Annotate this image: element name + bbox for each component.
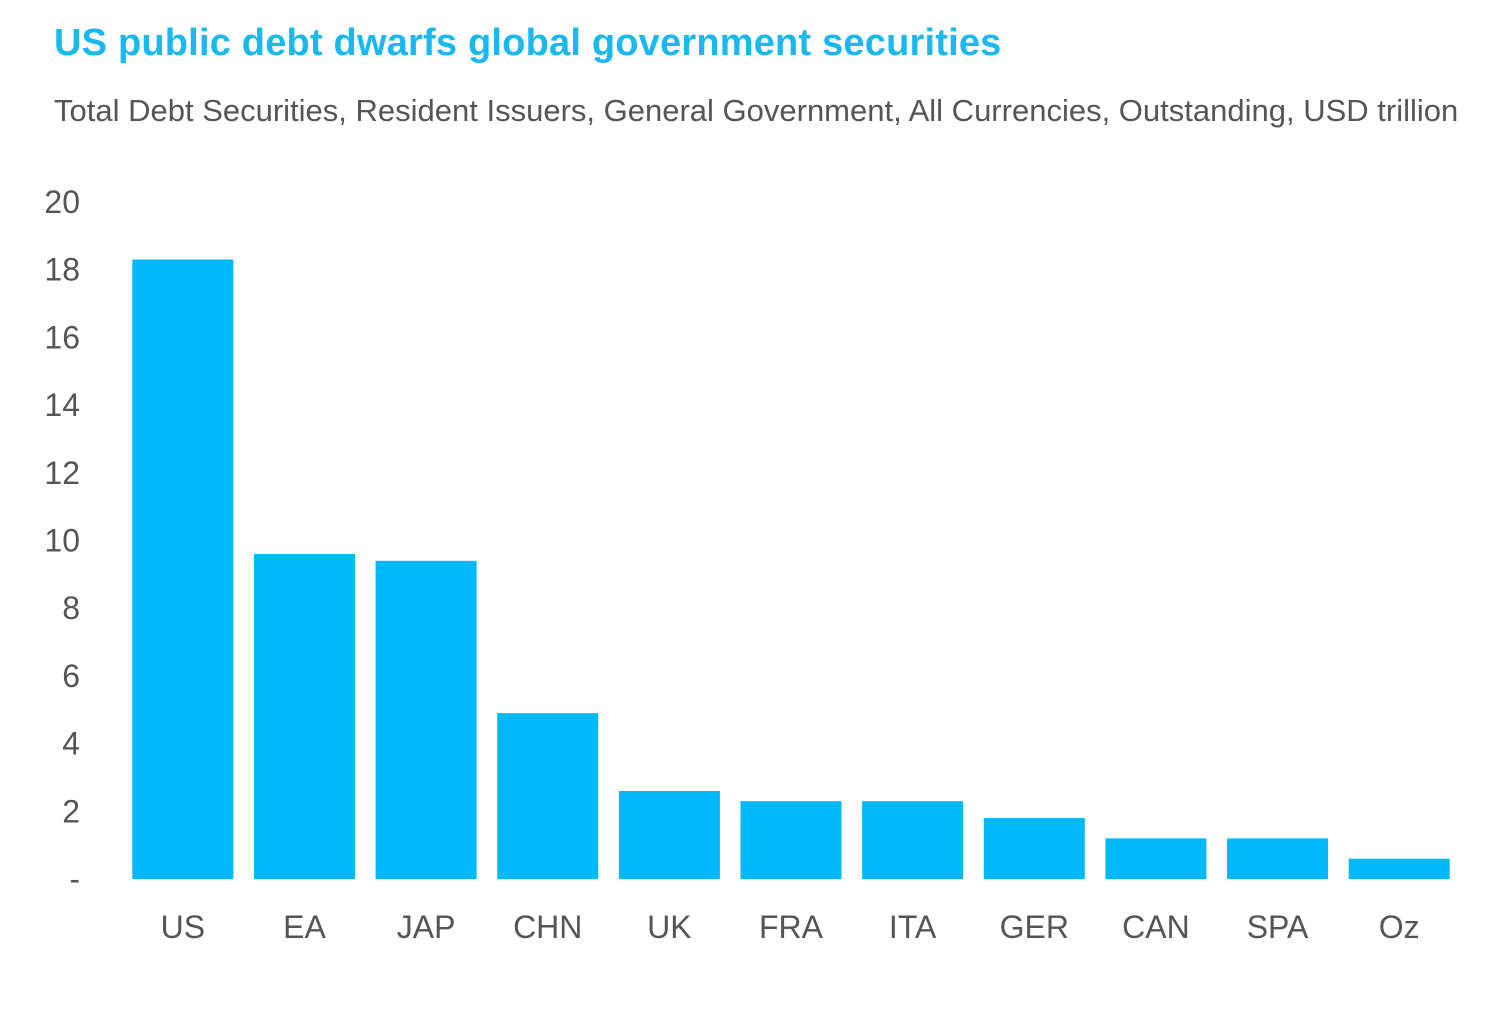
- y-axis: - 2 4 6 8 10 12 14 16 18 20: [44, 184, 80, 897]
- x-tick-label: JAP: [397, 909, 456, 945]
- y-tick-label: 10: [44, 523, 80, 559]
- x-tick-label: CHN: [513, 909, 582, 945]
- x-tick-label: EA: [283, 909, 326, 945]
- x-tick-label: CAN: [1122, 909, 1190, 945]
- bar-uk: [618, 790, 720, 879]
- x-tick-label: GER: [1000, 909, 1069, 945]
- y-tick-label: -: [69, 861, 80, 897]
- y-tick-label: 16: [44, 319, 80, 355]
- y-tick-label: 12: [44, 455, 80, 491]
- y-tick-label: 6: [62, 658, 80, 694]
- y-tick-label: 8: [62, 590, 80, 626]
- x-tick-label: Oz: [1379, 909, 1420, 945]
- y-tick-label: 4: [62, 726, 80, 762]
- bar-ita: [862, 801, 964, 879]
- bars: [132, 259, 1450, 879]
- x-tick-label: SPA: [1247, 909, 1309, 945]
- bar-ea: [253, 554, 355, 879]
- y-tick-label: 2: [62, 793, 80, 829]
- x-tick-label: ITA: [889, 909, 937, 945]
- bar-oz: [1348, 858, 1450, 879]
- bar-chn: [497, 713, 599, 879]
- chart-title: US public debt dwarfs global government …: [54, 22, 1002, 64]
- bar-ger: [983, 818, 1085, 879]
- bar-jap: [375, 560, 477, 879]
- bar-spa: [1227, 838, 1329, 879]
- x-axis: US EA JAP CHN UK FRA ITA GER CAN SPA Oz: [161, 909, 1420, 945]
- y-tick-label: 14: [44, 387, 80, 423]
- x-tick-label: UK: [647, 909, 691, 945]
- chart-subtitle: Total Debt Securities, Resident Issuers,…: [54, 93, 1459, 128]
- x-tick-label: US: [161, 909, 205, 945]
- y-tick-label: 20: [44, 184, 80, 220]
- bar-can: [1105, 838, 1207, 879]
- bar-us: [132, 259, 234, 879]
- y-tick-label: 18: [44, 252, 80, 288]
- x-tick-label: FRA: [759, 909, 824, 945]
- bar-fra: [740, 801, 842, 879]
